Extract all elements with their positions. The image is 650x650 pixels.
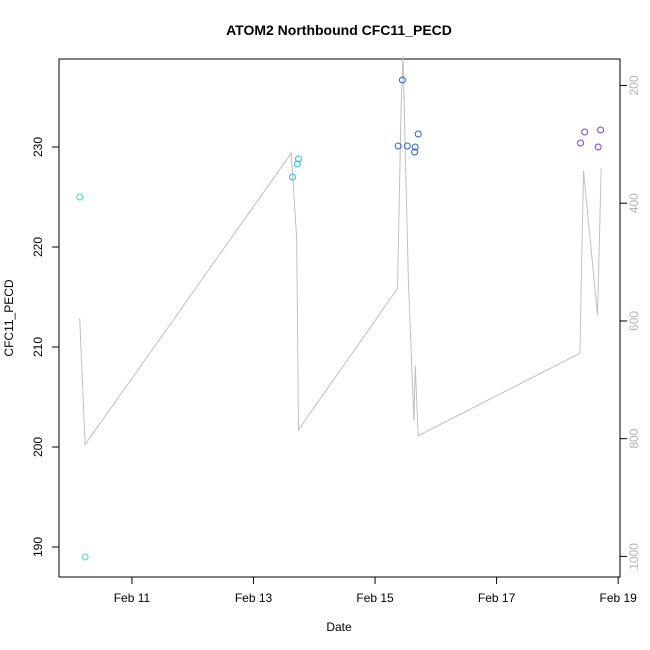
plot-area	[58, 58, 621, 578]
data-point	[403, 142, 411, 150]
data-point	[581, 128, 589, 136]
right-axis-series-line	[79, 56, 602, 447]
x-tick-label: Feb 13	[235, 591, 273, 605]
x-tick-label: Feb 17	[478, 591, 516, 605]
data-point	[594, 143, 602, 151]
y-axis-label: CFC11_PECD	[2, 279, 16, 356]
right-y-tick-label: 200	[627, 75, 641, 95]
data-point	[597, 126, 605, 134]
data-point	[295, 155, 302, 163]
data-point	[293, 160, 301, 168]
right-y-tick-label: 800	[627, 428, 641, 448]
y-tick-label: 230	[31, 137, 45, 157]
right-y-tick-label: 600	[627, 311, 641, 331]
right-y-tick-label: 400	[627, 193, 641, 213]
points-layer	[76, 76, 605, 561]
right-y-axis: 200 400 600 800 1000	[619, 75, 641, 570]
y-axis: 190 200 210 220 230	[31, 137, 60, 557]
x-axis-label: Date	[326, 620, 352, 634]
y-tick-label: 200	[31, 437, 45, 457]
y-tick-label: 220	[31, 237, 45, 257]
x-tick-label: Feb 19	[599, 591, 637, 605]
data-point	[76, 193, 84, 201]
x-tick-label: Feb 15	[356, 591, 394, 605]
data-point	[81, 553, 89, 561]
data-point	[288, 173, 296, 181]
x-tick-label: Feb 11	[114, 591, 151, 605]
data-point	[398, 76, 406, 84]
y-tick-label: 190	[31, 537, 45, 557]
right-y-tick-label: 1000	[627, 543, 641, 570]
right-axis-line-layer	[79, 56, 602, 447]
data-point	[411, 143, 419, 151]
chart-title: ATOM2 Northbound CFC11_PECD	[226, 22, 452, 38]
data-point	[577, 139, 584, 147]
data-point	[411, 148, 419, 156]
y-tick-label: 210	[31, 337, 45, 357]
data-point	[394, 142, 402, 150]
data-point	[414, 130, 422, 138]
x-axis: Feb 11 Feb 13 Feb 15 Feb 17 Feb 19	[114, 576, 637, 605]
